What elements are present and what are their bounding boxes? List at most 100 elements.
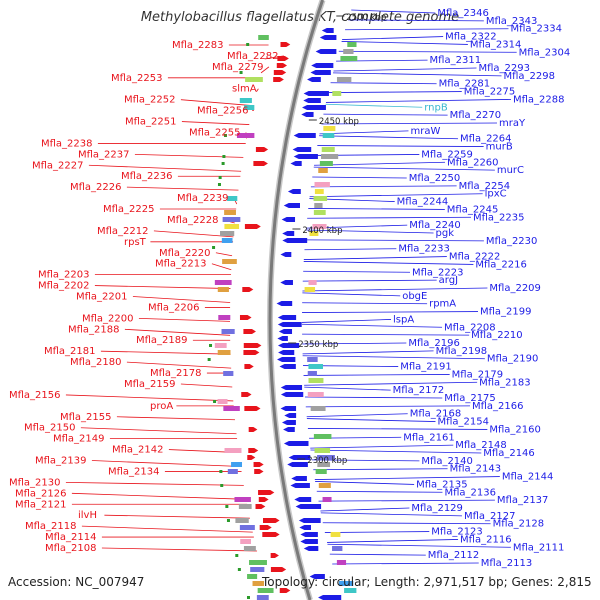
forward-strand-gene bbox=[270, 553, 279, 558]
gene-label-right: Mfla_2143 bbox=[450, 464, 502, 475]
gene-label-left: Mfla_2189 bbox=[136, 335, 188, 346]
leader-line-right bbox=[322, 522, 491, 525]
leader-line-right bbox=[315, 481, 415, 485]
leader-line-right bbox=[325, 103, 423, 108]
leader-line-right bbox=[303, 270, 411, 273]
reverse-strand-gene bbox=[290, 483, 310, 488]
gene-label-left: Mfla_2255 bbox=[189, 127, 241, 138]
leader-line-right bbox=[302, 287, 488, 292]
cog-block bbox=[314, 182, 330, 187]
forward-strand-gene bbox=[273, 70, 287, 75]
leader-line-left bbox=[215, 252, 233, 257]
gene-label-right: lspA bbox=[393, 314, 414, 325]
reverse-strand-gene bbox=[287, 462, 308, 467]
cog-block bbox=[313, 196, 328, 201]
cog-block bbox=[214, 343, 227, 348]
reverse-strand-gene bbox=[311, 63, 334, 68]
cog-block bbox=[247, 574, 258, 579]
leader-line-right bbox=[348, 19, 484, 22]
marker bbox=[213, 400, 217, 403]
reverse-strand-gene bbox=[284, 413, 297, 418]
gene-label-right: Mfla_2113 bbox=[481, 558, 533, 569]
gene-label-right: Mfla_2281 bbox=[439, 79, 491, 90]
reverse-strand-gene bbox=[301, 112, 314, 117]
gene-label-left: Mfla_2237 bbox=[78, 149, 130, 160]
cog-block bbox=[321, 154, 339, 159]
gene-label-right: Mfla_2198 bbox=[436, 346, 488, 357]
reverse-strand-gene bbox=[298, 518, 321, 523]
tick-label: 2400 kbp bbox=[302, 226, 342, 236]
cog-block bbox=[223, 406, 240, 411]
marker bbox=[225, 505, 229, 508]
tick-label: 2450 kbp bbox=[319, 117, 359, 127]
cog-block bbox=[319, 161, 333, 166]
gene-label-left: ilvH bbox=[78, 510, 97, 521]
leader-line-right bbox=[303, 261, 474, 265]
gene-label-left: slmA bbox=[232, 84, 257, 95]
gene-label-right: Mfla_2135 bbox=[416, 479, 468, 490]
forward-strand-gene bbox=[248, 448, 259, 453]
gene-label-right: pgk bbox=[436, 228, 455, 239]
leader-line-right bbox=[324, 531, 430, 533]
cog-block bbox=[317, 455, 335, 460]
reverse-strand-gene bbox=[276, 301, 293, 306]
gene-label-left: Mfla_2283 bbox=[172, 40, 224, 51]
leader-line-left bbox=[80, 427, 237, 435]
leader-line-left bbox=[91, 460, 241, 467]
leader-line-left bbox=[65, 394, 234, 402]
gene-label-right: Mfla_2343 bbox=[486, 16, 538, 27]
leader-line-right bbox=[302, 342, 407, 345]
cog-block bbox=[332, 546, 343, 551]
tick-layer: 2500 kbp 2450 kbp 2400 kbp 2350 kbp 2300 kbp bbox=[288, 13, 386, 466]
gene-label-right: Mfla_2112 bbox=[428, 550, 480, 561]
cog-block bbox=[245, 77, 263, 82]
leader-line-right bbox=[318, 499, 495, 502]
gene-label-right: Mfla_2288 bbox=[513, 94, 565, 105]
reverse-strand-gene bbox=[283, 441, 309, 446]
accession-text: Accession: NC_007947 bbox=[8, 575, 145, 589]
leader-line-right bbox=[314, 476, 500, 480]
leader-line-left bbox=[180, 99, 254, 107]
leader-line-right bbox=[302, 302, 428, 305]
gene-label-right: Mfla_2264 bbox=[460, 134, 512, 145]
leader-line-right bbox=[328, 91, 462, 93]
gene-label-left: Mfla_2206 bbox=[148, 302, 200, 313]
gene-label-left: Mfla_2121 bbox=[15, 499, 67, 510]
cog-block bbox=[336, 560, 347, 565]
leader-line-right bbox=[303, 256, 447, 260]
leader-line-left bbox=[126, 361, 232, 369]
gene-label-right: Mfla_2161 bbox=[403, 432, 455, 443]
gene-label-right: Mfla_2129 bbox=[411, 503, 463, 514]
marker bbox=[212, 246, 216, 249]
forward-strand-gene bbox=[280, 42, 291, 47]
cog-block bbox=[330, 532, 341, 537]
leader-line-right bbox=[305, 239, 484, 242]
gene-label-right: Mfla_2314 bbox=[470, 39, 522, 50]
reverse-strand-gene bbox=[292, 147, 312, 152]
cog-block bbox=[308, 378, 324, 383]
leader-line-right bbox=[325, 99, 511, 103]
gene-label-right: Mfla_2244 bbox=[397, 197, 449, 208]
gene-label-left: Mfla_2227 bbox=[32, 160, 84, 171]
cog-block bbox=[214, 280, 232, 285]
cog-block bbox=[310, 406, 326, 411]
cog-block bbox=[223, 371, 234, 376]
leader-line-left bbox=[71, 492, 247, 500]
tick-label: 2300 kbp bbox=[307, 456, 347, 466]
reverse-strand-gene bbox=[280, 406, 297, 411]
cog-block bbox=[307, 392, 324, 397]
forward-strand-gene bbox=[258, 490, 275, 495]
leader-line-left bbox=[180, 383, 233, 388]
leader-line-left bbox=[65, 481, 244, 486]
gene-label-left: Mfla_2134 bbox=[108, 466, 160, 477]
gene-label-left: Mfla_2142 bbox=[112, 445, 164, 456]
gene-label-right: Mfla_2235 bbox=[473, 212, 525, 223]
marker bbox=[221, 162, 225, 165]
reverse-strand-gene bbox=[315, 49, 337, 54]
genome-backbone bbox=[266, 0, 326, 600]
leader-line-right bbox=[313, 468, 448, 471]
cog-block bbox=[308, 364, 323, 369]
tick-label: 2350 kbp bbox=[298, 340, 338, 350]
cog-block bbox=[239, 98, 252, 103]
